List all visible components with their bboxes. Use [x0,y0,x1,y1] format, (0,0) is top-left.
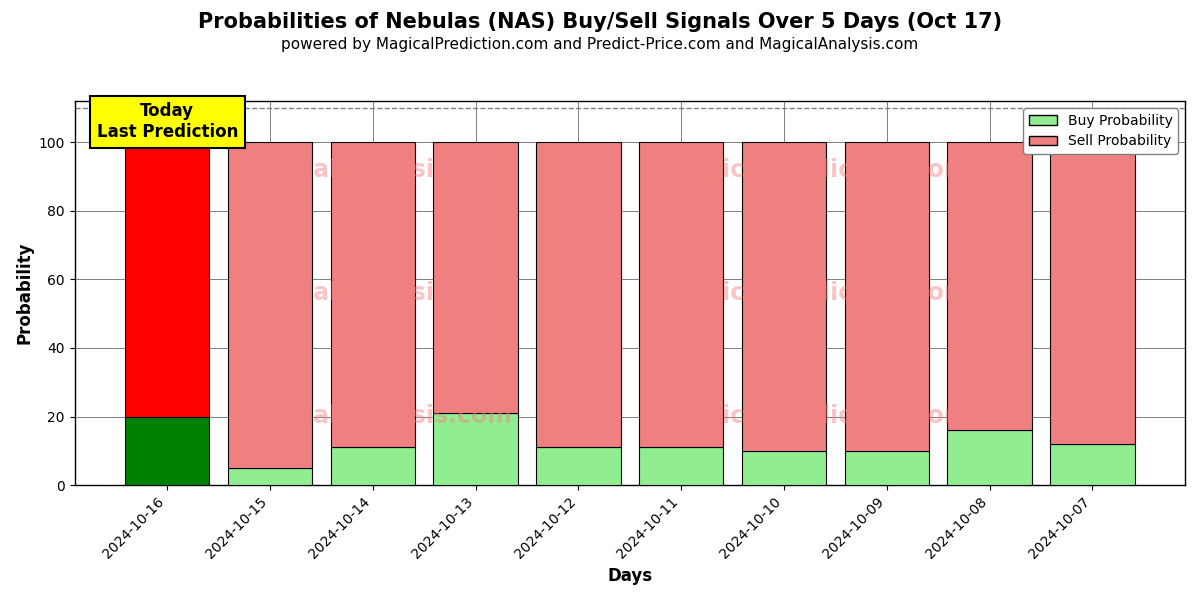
Bar [536,142,620,448]
Bar [1050,444,1134,485]
Text: Today
Last Prediction: Today Last Prediction [96,102,238,141]
X-axis label: Days: Days [607,567,653,585]
Text: Probabilities of Nebulas (NAS) Buy/Sell Signals Over 5 Days (Oct 17): Probabilities of Nebulas (NAS) Buy/Sell … [198,12,1002,32]
Bar [742,142,826,451]
Bar [228,468,312,485]
Bar [331,448,415,485]
Text: MagicalPrediction.com: MagicalPrediction.com [667,281,970,305]
Text: MagicalPrediction.com: MagicalPrediction.com [667,158,970,182]
Bar [640,142,724,448]
Bar [845,142,929,451]
Bar [125,416,210,485]
Text: MagicalAnalysis.com: MagicalAnalysis.com [236,158,512,182]
Bar [1050,142,1134,444]
Text: MagicalAnalysis.com: MagicalAnalysis.com [236,404,512,428]
Bar [948,142,1032,430]
Bar [742,451,826,485]
Y-axis label: Probability: Probability [16,242,34,344]
Bar [640,448,724,485]
Text: powered by MagicalPrediction.com and Predict-Price.com and MagicalAnalysis.com: powered by MagicalPrediction.com and Pre… [281,37,919,52]
Bar [948,430,1032,485]
Text: MagicalPrediction.com: MagicalPrediction.com [667,404,970,428]
Bar [433,142,517,413]
Bar [125,142,210,416]
Bar [845,451,929,485]
Bar [331,142,415,448]
Bar [536,448,620,485]
Text: MagicalAnalysis.com: MagicalAnalysis.com [236,281,512,305]
Legend: Buy Probability, Sell Probability: Buy Probability, Sell Probability [1024,108,1178,154]
Bar [228,142,312,468]
Bar [433,413,517,485]
